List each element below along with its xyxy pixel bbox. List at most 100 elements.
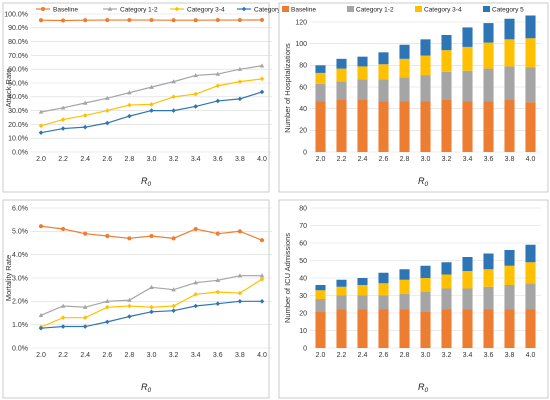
data-point: [259, 299, 265, 304]
y-tick-label: 40.0%: [8, 94, 28, 101]
x-tick-label: 2.4: [358, 156, 368, 163]
bar-segment-cat12: [441, 288, 452, 310]
x-tick-label: 2.4: [80, 156, 90, 163]
x-tick-label: 2.6: [379, 352, 389, 359]
bar-segment-baseline: [357, 100, 368, 152]
y-tick-label: 120: [295, 19, 307, 26]
data-point: [193, 18, 198, 23]
bar-segment-cat34: [525, 38, 536, 68]
data-point: [38, 123, 44, 129]
bar-segment-baseline: [462, 309, 473, 348]
bar-segment-baseline: [336, 100, 347, 152]
legend-item: Category 3-4: [170, 6, 225, 13]
x-tick-label: 2.0: [316, 156, 326, 163]
legend-item: Category 1-2: [347, 6, 394, 13]
x-tick-label: 2.2: [337, 352, 347, 359]
bar-segment-baseline: [399, 309, 410, 348]
data-point: [237, 290, 243, 296]
x-tick-label: 2.8: [400, 156, 410, 163]
x-axis-label-main: R: [418, 382, 425, 392]
data-point: [127, 102, 132, 108]
data-point: [149, 17, 154, 23]
x-tick-label: 3.2: [442, 156, 452, 163]
x-tick-label: 3.4: [191, 156, 201, 163]
x-axis-label-subscript: 0: [147, 387, 151, 394]
legend-swatch: [415, 6, 422, 12]
data-point: [105, 298, 110, 304]
x-tick-label: 2.6: [102, 352, 112, 359]
bar-segment-cat12: [462, 288, 473, 310]
data-point: [83, 18, 88, 23]
bar-segment-cat34: [420, 278, 431, 292]
bar-segment-baseline: [441, 309, 452, 348]
y-tick-label: 60: [299, 240, 307, 247]
data-point: [127, 90, 132, 95]
data-point: [149, 84, 154, 89]
data-point: [259, 238, 265, 243]
x-tick-label: 3.6: [484, 352, 494, 359]
y-tick-label: 0: [303, 149, 307, 156]
bar-segment-cat5: [504, 18, 515, 40]
y-tick-label: 2.0%: [12, 299, 28, 306]
bar-segment-cat12: [315, 299, 326, 312]
data-point: [61, 226, 66, 232]
bar-segment-cat12: [483, 68, 494, 102]
data-point: [171, 108, 176, 113]
y-tick-label: 100: [295, 41, 307, 48]
bar-segment-cat12: [504, 285, 515, 310]
bar-segment-cat5: [420, 265, 431, 278]
legend-item: Baseline: [36, 6, 78, 13]
y-tick-label: 6.0%: [12, 205, 28, 212]
data-point: [127, 297, 132, 302]
bar-segment-cat12: [399, 293, 410, 310]
bar-segment-cat12: [357, 295, 368, 310]
x-tick-label: 2.0: [316, 352, 326, 359]
bar-segment-cat5: [315, 65, 326, 73]
data-point: [237, 229, 242, 234]
y-tick-label: 10: [299, 328, 307, 335]
data-point: [149, 102, 154, 107]
bar-segment-cat12: [504, 66, 515, 100]
data-point: [193, 303, 198, 309]
y-tick-label: 20: [299, 128, 307, 135]
bar-segment-baseline: [525, 102, 536, 152]
data-point: [193, 280, 198, 285]
data-point: [259, 276, 265, 282]
x-axis-label-main: R: [141, 382, 148, 392]
y-tick-label: 90.0%: [8, 25, 28, 32]
data-point: [237, 79, 243, 84]
data-point: [60, 117, 66, 122]
data-point: [171, 79, 176, 84]
x-axis-label: R0: [141, 382, 152, 394]
data-point: [127, 303, 132, 309]
x-tick-label: 3.8: [505, 352, 515, 359]
x-tick-label: 3.8: [505, 156, 515, 163]
x-axis-label-main: R: [141, 176, 148, 186]
x-tick-label: 3.8: [235, 352, 245, 359]
series-cat12: [38, 63, 265, 114]
legend-label: Category 3-4: [187, 6, 225, 13]
data-point: [171, 287, 176, 292]
x-axis-label: R0: [418, 176, 429, 188]
bar-segment-baseline: [420, 311, 431, 348]
series-baseline: [38, 17, 265, 23]
data-point: [149, 309, 154, 315]
bar-segment-cat5: [399, 44, 410, 59]
icu-admissions-chart: 0 10 20 30 40 50 60 70 80 Number of ICU Admission…: [278, 199, 549, 399]
data-point: [193, 73, 198, 78]
data-point: [171, 94, 176, 100]
x-tick-label: 4.0: [526, 156, 536, 163]
bar-segment-cat5: [399, 269, 410, 280]
y-tick-label: 50.0%: [8, 80, 28, 87]
data-point: [105, 95, 110, 100]
data-point: [105, 17, 110, 23]
bar-segment-cat12: [378, 295, 389, 310]
bar-segment-cat5: [441, 35, 452, 51]
x-tick-label: 2.6: [102, 156, 112, 163]
bar-segment-cat12: [315, 83, 326, 102]
data-point: [149, 108, 154, 113]
data-point: [105, 233, 110, 239]
y-tick-label: 100.0%: [4, 11, 28, 18]
data-point: [127, 314, 132, 319]
data-point: [127, 17, 132, 23]
